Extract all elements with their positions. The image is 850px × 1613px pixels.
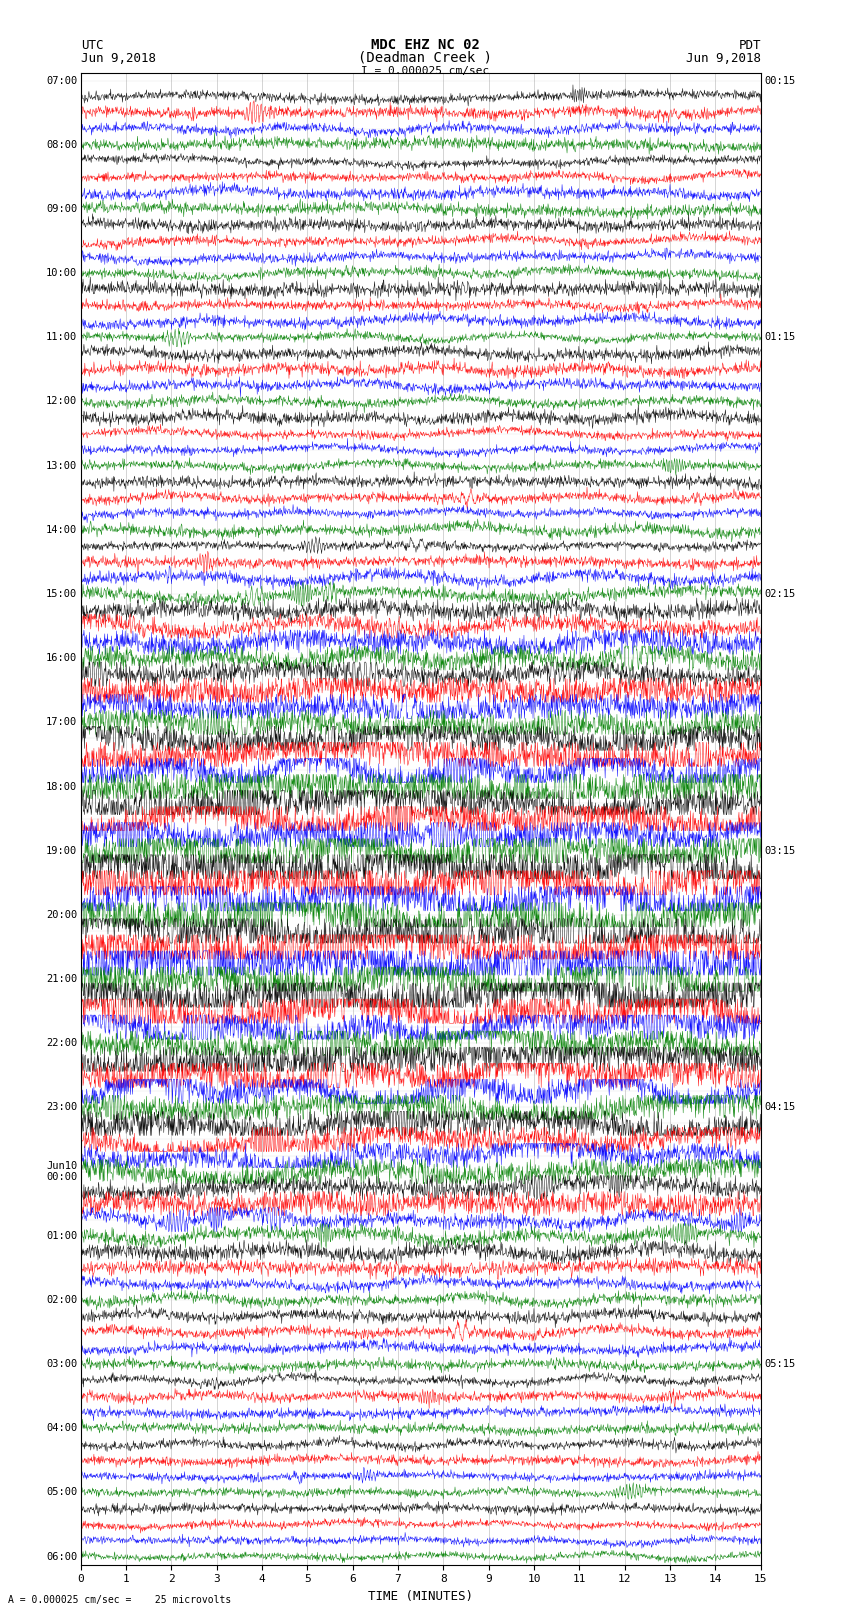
Text: 12:00: 12:00 (46, 397, 77, 406)
Text: 03:00: 03:00 (46, 1360, 77, 1369)
Text: 13:00: 13:00 (46, 461, 77, 471)
Text: 10:00: 10:00 (46, 268, 77, 277)
Text: 00:15: 00:15 (764, 76, 796, 85)
X-axis label: TIME (MINUTES): TIME (MINUTES) (368, 1590, 473, 1603)
Text: 05:15: 05:15 (764, 1360, 796, 1369)
Text: PDT: PDT (739, 39, 761, 52)
Text: A = 0.000025 cm/sec =    25 microvolts: A = 0.000025 cm/sec = 25 microvolts (8, 1595, 232, 1605)
Text: MDC EHZ NC 02: MDC EHZ NC 02 (371, 37, 479, 52)
Text: 04:15: 04:15 (764, 1102, 796, 1113)
Text: 16:00: 16:00 (46, 653, 77, 663)
Text: 06:00: 06:00 (46, 1552, 77, 1561)
Text: 21:00: 21:00 (46, 974, 77, 984)
Text: 01:00: 01:00 (46, 1231, 77, 1240)
Text: I = 0.000025 cm/sec: I = 0.000025 cm/sec (361, 66, 489, 76)
Text: 02:00: 02:00 (46, 1295, 77, 1305)
Text: 18:00: 18:00 (46, 782, 77, 792)
Text: 03:15: 03:15 (764, 845, 796, 855)
Text: 22:00: 22:00 (46, 1039, 77, 1048)
Text: (Deadman Creek ): (Deadman Creek ) (358, 50, 492, 65)
Text: Jun10
00:00: Jun10 00:00 (46, 1161, 77, 1182)
Text: 01:15: 01:15 (764, 332, 796, 342)
Text: Jun 9,2018: Jun 9,2018 (686, 52, 761, 65)
Text: UTC: UTC (81, 39, 103, 52)
Text: 11:00: 11:00 (46, 332, 77, 342)
Text: 17:00: 17:00 (46, 718, 77, 727)
Text: 07:00: 07:00 (46, 76, 77, 85)
Text: 08:00: 08:00 (46, 140, 77, 150)
Text: 14:00: 14:00 (46, 524, 77, 536)
Text: 09:00: 09:00 (46, 203, 77, 215)
Text: 02:15: 02:15 (764, 589, 796, 598)
Text: 19:00: 19:00 (46, 845, 77, 855)
Text: 04:00: 04:00 (46, 1423, 77, 1434)
Text: 05:00: 05:00 (46, 1487, 77, 1497)
Text: 20:00: 20:00 (46, 910, 77, 919)
Text: 23:00: 23:00 (46, 1102, 77, 1113)
Text: 15:00: 15:00 (46, 589, 77, 598)
Text: Jun 9,2018: Jun 9,2018 (81, 52, 156, 65)
